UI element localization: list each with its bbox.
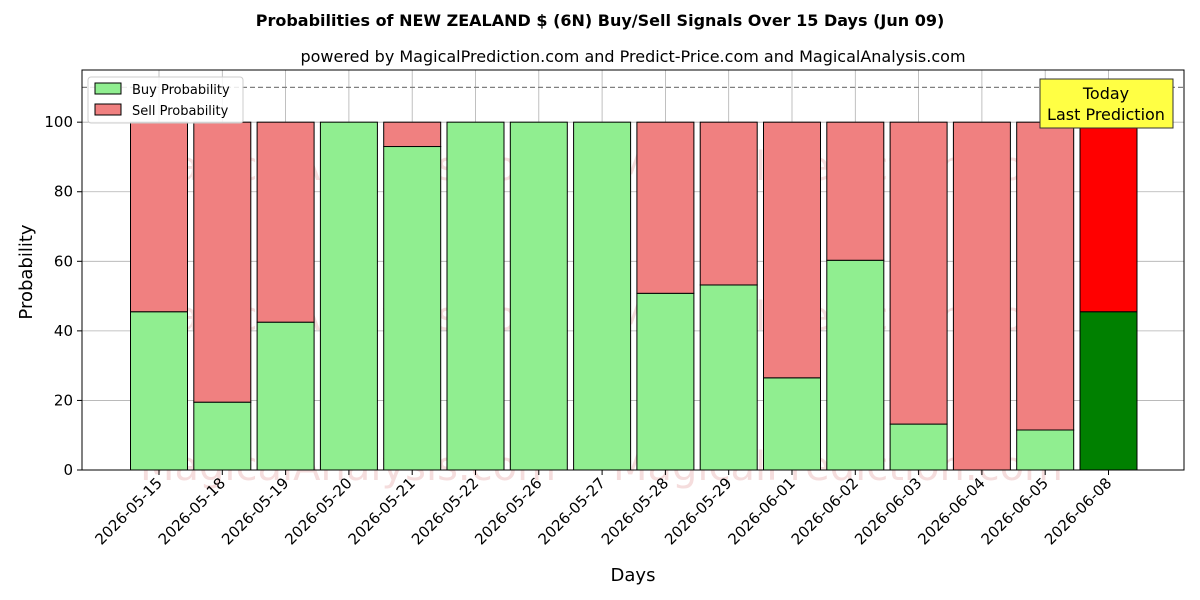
bars-layer bbox=[130, 121, 1138, 471]
y-tick-label: 60 bbox=[54, 252, 73, 270]
buy-bar bbox=[193, 401, 252, 471]
buy-bar bbox=[699, 284, 758, 471]
chart-title: Probabilities of NEW ZEALAND $ (6N) Buy/… bbox=[256, 11, 945, 30]
buy-bar bbox=[1079, 311, 1138, 471]
sell-bar bbox=[383, 121, 442, 148]
sell-bar bbox=[256, 121, 315, 323]
buy-bar bbox=[826, 259, 885, 471]
y-axis-label: Probability bbox=[16, 224, 37, 319]
chart-subtitle: powered by MagicalPrediction.com and Pre… bbox=[300, 47, 965, 66]
buy-bar bbox=[889, 423, 948, 471]
y-tick-label: 80 bbox=[54, 183, 73, 201]
sell-bar bbox=[130, 121, 188, 313]
y-tick-label: 20 bbox=[54, 391, 73, 409]
buy-bar bbox=[319, 121, 378, 471]
sell-bar bbox=[1016, 121, 1075, 431]
legend-swatch-buy bbox=[94, 82, 122, 95]
annotation-line-2: Last Prediction bbox=[1047, 105, 1165, 124]
buy-bar bbox=[573, 121, 632, 471]
y-tick-label: 40 bbox=[54, 322, 73, 340]
buy-bar bbox=[636, 292, 695, 471]
buy-bar bbox=[763, 377, 821, 471]
annotation-line-1: Today bbox=[1082, 84, 1129, 103]
sell-bar bbox=[763, 121, 821, 379]
buy-bar bbox=[1016, 429, 1075, 471]
today-annotation: Today Last Prediction bbox=[1039, 78, 1174, 129]
buy-bar bbox=[256, 321, 315, 471]
annotation-box bbox=[1039, 78, 1174, 129]
buy-bar bbox=[509, 121, 568, 471]
x-axis-label: Days bbox=[611, 565, 656, 586]
plot-frame bbox=[81, 69, 1185, 471]
x-tick-label: 2026-05-15 bbox=[91, 474, 165, 548]
y-tick-label: 0 bbox=[63, 461, 73, 479]
sell-bar bbox=[826, 121, 885, 261]
sell-bar bbox=[1079, 121, 1138, 313]
sell-bar bbox=[193, 121, 252, 403]
sell-bar bbox=[636, 121, 695, 294]
buy-bar bbox=[383, 146, 442, 471]
legend-label-buy: Buy Probability bbox=[132, 83, 230, 98]
legend-label-sell: Sell Probability bbox=[132, 104, 229, 119]
sell-bar bbox=[699, 121, 758, 286]
buy-bar bbox=[130, 311, 188, 471]
buy-bar bbox=[446, 121, 505, 471]
legend: Buy Probability Sell Probability bbox=[87, 76, 244, 124]
sell-bar bbox=[952, 121, 1011, 471]
legend-swatch-sell bbox=[94, 103, 122, 116]
y-tick-label: 100 bbox=[44, 113, 73, 131]
sell-bar bbox=[889, 121, 948, 425]
legend-box bbox=[87, 76, 244, 124]
